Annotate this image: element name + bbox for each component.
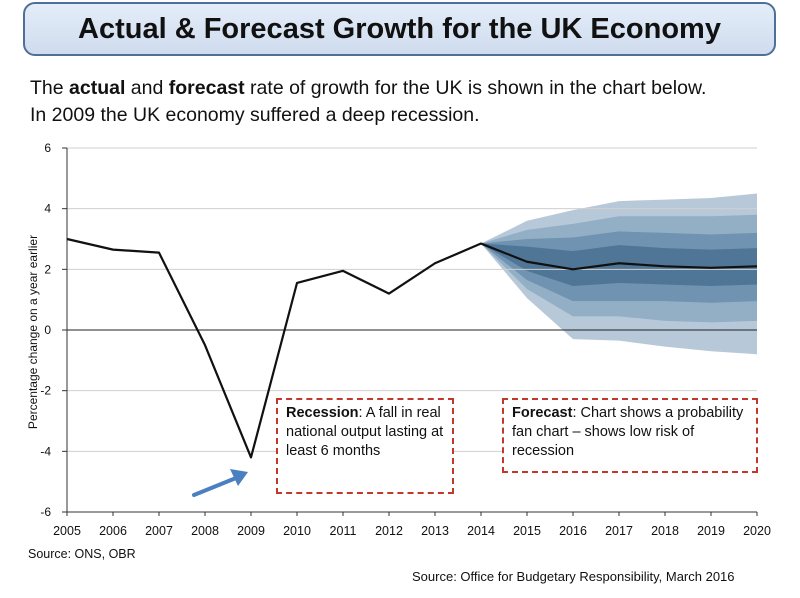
fan-chart bbox=[481, 193, 757, 355]
x-tick-label: 2010 bbox=[283, 524, 311, 538]
x-tick-label: 2009 bbox=[237, 524, 265, 538]
forecast-note-title: Forecast bbox=[512, 405, 573, 421]
arrow-shaft bbox=[192, 476, 238, 497]
intro-forecast-word: forecast bbox=[168, 77, 245, 99]
x-tick-label: 2005 bbox=[53, 524, 81, 538]
x-tick-label: 2020 bbox=[743, 524, 771, 538]
intro-line-2: In 2009 the UK economy suffered a deep r… bbox=[30, 104, 480, 126]
intro-text-part: rate of growth for the UK is shown in th… bbox=[244, 77, 707, 99]
title-box: Actual & Forecast Growth for the UK Econ… bbox=[23, 2, 776, 56]
x-tick-label: 2014 bbox=[467, 524, 495, 538]
y-tick-label: -4 bbox=[40, 444, 51, 458]
source-bottom: Source: Office for Budgetary Responsibil… bbox=[412, 569, 735, 584]
x-tick-label: 2017 bbox=[605, 524, 633, 538]
axes bbox=[62, 147, 758, 516]
x-tick-label: 2019 bbox=[697, 524, 725, 538]
fan-band-4 bbox=[481, 243, 757, 287]
recession-note-title: Recession bbox=[286, 405, 359, 421]
x-tick-label: 2011 bbox=[330, 524, 357, 538]
recession-arrow bbox=[192, 469, 248, 497]
intro-actual-word: actual bbox=[69, 77, 126, 99]
x-tick-label: 2006 bbox=[99, 524, 127, 538]
x-tick-label: 2015 bbox=[513, 524, 541, 538]
series-line bbox=[66, 237, 758, 459]
x-tick-label: 2013 bbox=[421, 524, 449, 538]
y-tick-label: 4 bbox=[44, 202, 51, 216]
page-title: Actual & Forecast Growth for the UK Econ… bbox=[78, 12, 721, 45]
y-tick-label: -6 bbox=[40, 505, 51, 519]
intro-text-part: The bbox=[30, 77, 70, 99]
forecast-note: Forecast: Chart shows a probability fan … bbox=[502, 398, 758, 473]
x-tick-label: 2016 bbox=[559, 524, 587, 538]
y-tick-label: 0 bbox=[44, 323, 51, 337]
arrow-head bbox=[230, 469, 248, 486]
x-tick-label: 2007 bbox=[145, 524, 173, 538]
recession-note-text: : A fall in real national output lasting… bbox=[286, 405, 444, 459]
recession-note: Recession: A fall in real national outpu… bbox=[276, 398, 454, 494]
source-left: Source: ONS, OBR bbox=[28, 547, 136, 561]
x-tick-label: 2018 bbox=[651, 524, 679, 538]
forecast-note-text: : Chart shows a probability fan chart – … bbox=[512, 405, 744, 459]
intro-line-1: The actual and forecast rate of growth f… bbox=[30, 75, 706, 102]
intro-text: The actual and forecast rate of growth f… bbox=[30, 75, 706, 129]
intro-text-part: and bbox=[125, 77, 169, 99]
x-tick-label: 2012 bbox=[375, 524, 403, 538]
y-tick-label: 2 bbox=[44, 262, 51, 276]
x-tick-label: 2008 bbox=[191, 524, 219, 538]
growth-line bbox=[66, 237, 758, 459]
y-tick-label: 6 bbox=[44, 141, 51, 155]
y-axis-label: Percentage change on a year earlier bbox=[26, 235, 40, 429]
y-tick-label: -2 bbox=[40, 384, 51, 398]
